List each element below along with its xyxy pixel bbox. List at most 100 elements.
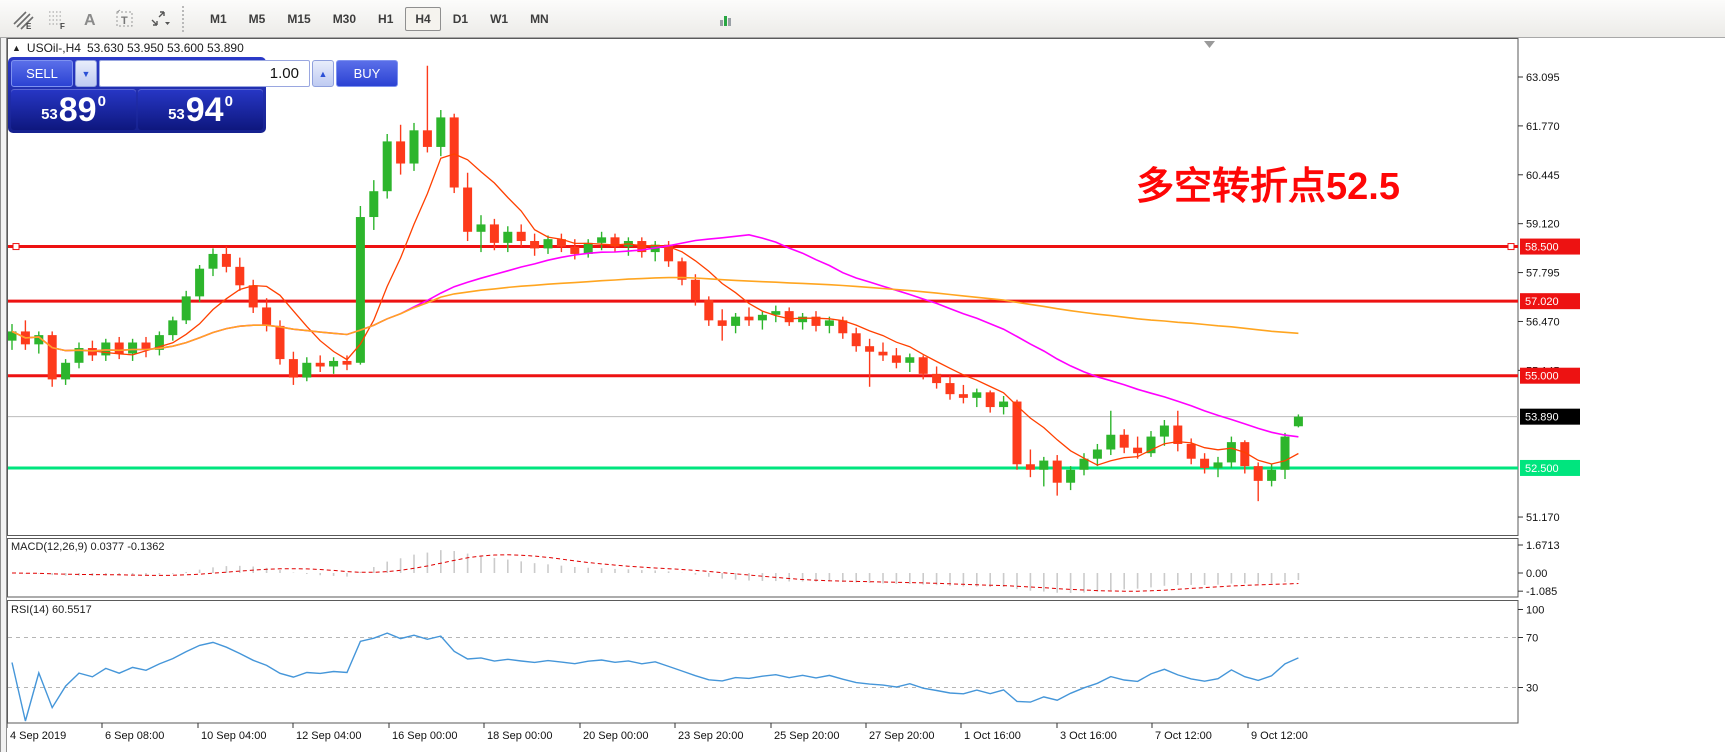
rsi-value: 60.5517 (51, 604, 92, 616)
price-marker-58.500: 58.500 (1520, 238, 1580, 255)
macd-histogram (24, 550, 1300, 594)
svg-text:61.770: 61.770 (1526, 121, 1560, 133)
svg-text:6 Sep 08:00: 6 Sep 08:00 (105, 730, 164, 742)
tf-button-h4[interactable]: H4 (405, 6, 441, 31)
panel-borders (7, 38, 1519, 724)
svg-text:100: 100 (1526, 605, 1544, 617)
svg-text:-1.085: -1.085 (1526, 586, 1557, 598)
svg-text:A: A (84, 12, 96, 29)
toolbar: E F A T M1 M5 M15 M30 H1 H4 D1 W1 MN (0, 0, 1725, 38)
volume-control: ▼ ▲ (75, 60, 334, 87)
tf-button-m15[interactable]: M15 (287, 11, 311, 26)
svg-text:30: 30 (1526, 683, 1538, 695)
price-marker-53.890: 53.890 (1520, 408, 1580, 425)
svg-text:3 Oct 16:00: 3 Oct 16:00 (1060, 730, 1117, 742)
svg-text:57.795: 57.795 (1526, 268, 1560, 280)
volume-increase-button[interactable]: ▲ (312, 60, 334, 87)
buy-button[interactable]: BUY (336, 60, 398, 87)
ma-slow (11, 276, 1299, 352)
chart-shift-marker[interactable] (1204, 41, 1215, 48)
buy-price-pips: 94 (185, 90, 224, 129)
macd-value-main: 0.0377 (90, 541, 125, 553)
svg-text:52.500: 52.500 (1525, 463, 1559, 475)
time-axis: 4 Sep 2019 6 Sep 08:00 10 Sep 04:00 12 Sep … (6, 723, 1308, 742)
svg-text:7 Oct 12:00: 7 Oct 12:00 (1155, 730, 1212, 742)
rsi-line (11, 632, 1299, 722)
volume-decrease-button[interactable]: ▼ (75, 60, 97, 87)
svg-text:63.095: 63.095 (1526, 72, 1560, 84)
macd-axis: 1.6713 0.00 -1.085 (1518, 540, 1560, 598)
mini-chart-icon[interactable] (710, 5, 742, 33)
fibo-grid-icon[interactable]: F (41, 5, 73, 33)
price-marker-52.500: 52.500 (1520, 459, 1580, 476)
tf-button-m30[interactable]: M30 (332, 11, 357, 26)
textbox-icon[interactable]: T (109, 5, 141, 33)
tf-button-m1[interactable]: M1 (210, 11, 227, 26)
svg-text:20 Sep 00:00: 20 Sep 00:00 (583, 730, 648, 742)
svg-text:23 Sep 20:00: 23 Sep 20:00 (678, 730, 743, 742)
symbol-name: USOil-,H4 (26, 41, 81, 55)
tf-button-w1[interactable]: W1 (490, 11, 509, 26)
svg-text:T: T (121, 15, 128, 27)
svg-text:10 Sep 04:00: 10 Sep 04:00 (201, 730, 266, 742)
svg-text:51.170: 51.170 (1526, 512, 1560, 524)
chart-annotation-text: 多空转折点52.5 (1136, 166, 1400, 208)
svg-text:16 Sep 00:00: 16 Sep 00:00 (392, 730, 457, 742)
svg-text:27 Sep 20:00: 27 Sep 20:00 (869, 730, 934, 742)
sell-price-whole: 53 (41, 106, 58, 123)
tf-button-h1[interactable]: H1 (378, 11, 394, 26)
svg-text:58.500: 58.500 (1525, 242, 1559, 254)
macd-signal-line (11, 554, 1299, 592)
svg-text:18 Sep 00:00: 18 Sep 00:00 (487, 730, 552, 742)
rsi-label: RSI(14) 60.5517 (11, 604, 92, 616)
price-level-line-58.500[interactable] (8, 243, 1518, 251)
macd-label: MACD(12,26,9) 0.0377 -0.1362 (11, 541, 165, 553)
rsi-axis: 100 70 30 (1518, 605, 1544, 695)
text-label-icon[interactable]: A (75, 5, 107, 33)
buy-price-point: 0 (224, 93, 233, 110)
svg-text:60.445: 60.445 (1526, 170, 1560, 182)
svg-text:9 Oct 12:00: 9 Oct 12:00 (1251, 730, 1308, 742)
price-marker-55.000: 55.000 (1520, 367, 1580, 384)
svg-text:F: F (60, 22, 65, 30)
svg-text:0.00: 0.00 (1526, 568, 1547, 580)
buy-price-whole: 53 (168, 106, 185, 123)
channel-hatch-icon[interactable]: E (7, 5, 39, 33)
symbol-header: ▲ USOil-,H4 53.630 53.950 53.600 53.890 (12, 41, 248, 55)
line-handle (1507, 243, 1515, 251)
svg-text:25 Sep 20:00: 25 Sep 20:00 (774, 730, 839, 742)
tf-button-m5[interactable]: M5 (248, 11, 266, 26)
svg-text:57.020: 57.020 (1525, 296, 1559, 308)
svg-text:56.470: 56.470 (1526, 316, 1560, 328)
tf-button-mn[interactable]: MN (530, 11, 549, 26)
sell-price-point: 0 (97, 93, 106, 110)
volume-input[interactable] (99, 60, 310, 87)
svg-text:4 Sep 2019: 4 Sep 2019 (10, 730, 66, 742)
macd-value-signal: -0.1362 (127, 541, 165, 553)
rsi-name: RSI(14) (11, 604, 49, 616)
sell-price-tile[interactable]: 53 89 0 (11, 89, 136, 130)
sell-button[interactable]: SELL (11, 60, 73, 87)
window-splitter[interactable] (0, 38, 7, 752)
toolbar-separator (182, 5, 189, 32)
svg-text:1 Oct 16:00: 1 Oct 16:00 (964, 730, 1021, 742)
collapse-panel-icon[interactable]: ▲ (12, 43, 21, 53)
timeframe-buttons: M1 M5 M15 M30 H1 H4 D1 W1 MN (199, 6, 560, 31)
arrow-style-icon[interactable] (143, 5, 175, 33)
tf-button-d1[interactable]: D1 (452, 11, 469, 26)
svg-text:59.120: 59.120 (1526, 219, 1560, 231)
rsi-level-lines (8, 637, 1518, 688)
macd-name: MACD(12,26,9) (11, 541, 88, 553)
svg-text:1.6713: 1.6713 (1526, 540, 1560, 552)
buy-price-tile[interactable]: 53 94 0 (138, 89, 263, 130)
one-click-trade-panel: SELL ▼ ▲ BUY 53 89 0 53 94 0 (8, 57, 398, 133)
ma-fast (11, 153, 1299, 466)
svg-text:70: 70 (1526, 633, 1538, 645)
line-handle (12, 243, 20, 251)
svg-text:53.890: 53.890 (1525, 412, 1559, 424)
ohlc-readout: 53.630 53.950 53.600 53.890 (86, 41, 244, 55)
svg-text:12 Sep 04:00: 12 Sep 04:00 (296, 730, 361, 742)
sell-price-pips: 89 (58, 90, 97, 129)
